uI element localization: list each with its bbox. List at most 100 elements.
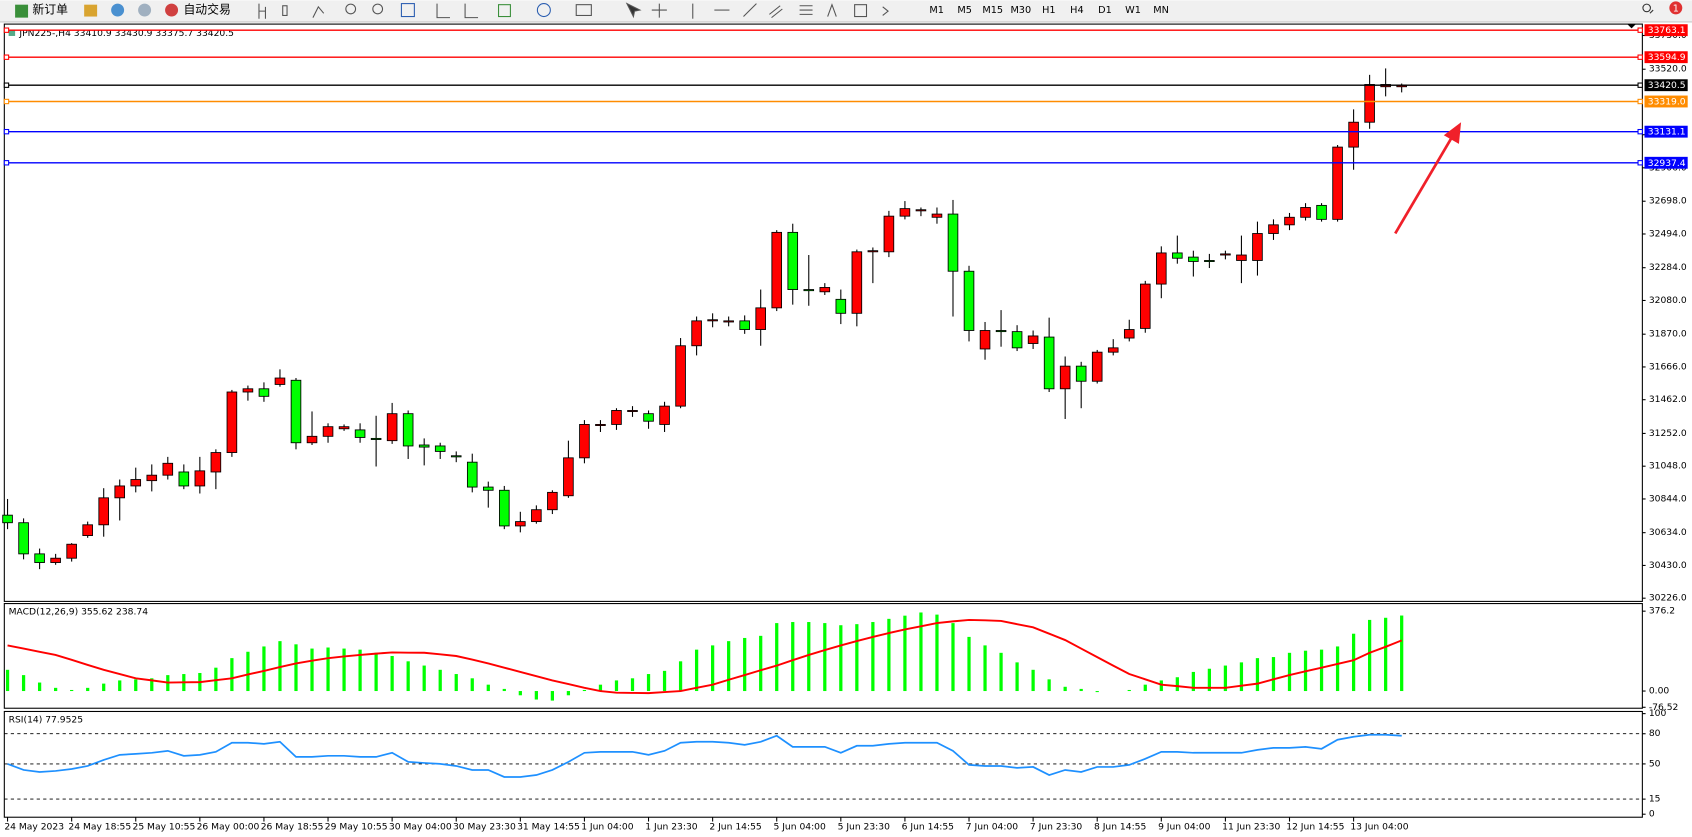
x-tick-label: 7 Jun 23:30 (1030, 821, 1083, 832)
auto-trading-button[interactable]: 自动交易 (165, 3, 231, 17)
timeframe-button[interactable]: M1 (929, 5, 944, 16)
autoscroll-tool[interactable] (436, 3, 450, 19)
chart-shift-marker (1627, 24, 1636, 29)
macd-bar (1207, 668, 1211, 692)
indicators-tool[interactable] (497, 4, 511, 18)
macd-bar (1384, 617, 1388, 692)
macd-bar (1031, 669, 1035, 692)
candle-body (995, 330, 1007, 333)
line-chart-tool[interactable] (312, 5, 325, 18)
macd-bar (486, 684, 490, 692)
candle-body (1252, 233, 1263, 261)
price-panel (3, 23, 1643, 602)
candle-body (242, 388, 254, 393)
fibo-tool[interactable] (799, 5, 813, 15)
x-tick-label: 1 Jun 23:30 (645, 821, 698, 832)
price-tag-label: 33763.1 (1648, 25, 1686, 36)
macd-bar (1255, 658, 1260, 692)
candle-body (1156, 252, 1167, 285)
macd-bar (919, 612, 923, 692)
macd-bar (134, 679, 138, 692)
candle-body (595, 424, 606, 426)
candle-body (18, 522, 29, 555)
candle-body (803, 289, 815, 292)
toolbar-icon[interactable] (84, 4, 98, 17)
price-tag (1644, 24, 1688, 37)
zoom-out-tool[interactable] (372, 3, 384, 15)
macd-bar (1239, 662, 1244, 692)
macd-bar (1079, 688, 1083, 692)
candle-body (274, 377, 286, 385)
macd-bar (566, 691, 571, 696)
timeframe-button[interactable]: MN (1153, 5, 1169, 16)
candle-body (114, 485, 126, 499)
search-icon[interactable] (1642, 3, 1651, 13)
candle-body (819, 287, 831, 293)
cursor-tool[interactable] (625, 2, 642, 19)
macd-bar (951, 623, 955, 692)
candle-body (1348, 121, 1359, 148)
macd-bar (1351, 633, 1356, 692)
macd-bar (438, 669, 442, 692)
search-icon[interactable] (1649, 9, 1654, 14)
timeframe-button[interactable]: M30 (1010, 5, 1031, 16)
candle-body (194, 470, 206, 487)
x-tick-label: 24 May 2023 (4, 821, 64, 832)
trendline-tool[interactable] (743, 3, 757, 17)
shift-tool[interactable] (464, 3, 479, 19)
timeframe-button[interactable]: D1 (1098, 5, 1112, 16)
candle-body (418, 444, 430, 448)
y-tick-label: 32698.0 (1649, 196, 1687, 207)
x-tick-label: 24 May 18:55 (68, 821, 131, 832)
candle-body (210, 452, 222, 473)
new-order-label: 新订单 (32, 3, 68, 17)
macd-bar (678, 661, 683, 692)
candle-body (1059, 365, 1071, 390)
channel-tool[interactable] (769, 5, 783, 19)
macd-bar (70, 689, 74, 692)
price-tag-label: 33420.5 (1648, 80, 1686, 91)
toolbar-icon[interactable] (111, 3, 125, 17)
y-tick-label: 33520.0 (1649, 64, 1687, 75)
price-tag (1644, 79, 1688, 92)
macd-bar (983, 645, 987, 692)
candle-body (1300, 207, 1311, 218)
x-tick-label: 30 May 04:00 (389, 821, 452, 832)
timeframe-button[interactable]: H1 (1042, 5, 1055, 16)
price-tag-label: 33319.0 (1648, 97, 1686, 108)
timeframe-button[interactable]: M15 (982, 5, 1003, 16)
candle-body (627, 410, 638, 412)
timeframe-button[interactable]: W1 (1125, 5, 1141, 16)
x-tick-label: 31 May 14:55 (517, 821, 580, 832)
auto-trading-icon (165, 3, 179, 17)
y-tick-label: -76.52 (1649, 702, 1679, 713)
bar-chart-tool[interactable] (258, 3, 266, 19)
macd-bar (342, 648, 346, 692)
text-tool[interactable] (827, 3, 837, 17)
arrows-tool[interactable] (882, 6, 889, 16)
crosshair-tool[interactable] (651, 3, 667, 18)
notification-badge[interactable] (1669, 1, 1683, 15)
candle-tool[interactable] (282, 5, 288, 17)
y-tick-label: 32494.0 (1649, 228, 1687, 239)
candle-body (2, 514, 13, 524)
timeframe-button[interactable]: M5 (957, 5, 972, 16)
macd-bar (614, 680, 619, 692)
periods-tool[interactable] (536, 3, 551, 18)
macd-bar (118, 680, 122, 692)
y-tick-label: 80 (1649, 728, 1661, 739)
label-tool[interactable] (854, 4, 868, 18)
price-tag-label: 32937.4 (1648, 158, 1686, 169)
templates-tool[interactable] (575, 4, 592, 17)
tile-tool[interactable] (400, 3, 415, 18)
zoom-in-tool[interactable] (345, 3, 357, 15)
candle-body (338, 426, 350, 430)
toolbar-icon[interactable] (138, 3, 152, 17)
y-tick-label: 32080.0 (1649, 295, 1687, 306)
timeframe-button[interactable]: H4 (1070, 5, 1083, 16)
candle-body (1043, 336, 1055, 390)
y-tick-label: 30226.0 (1649, 593, 1687, 604)
new-order-button[interactable]: 新订单 (15, 3, 68, 18)
x-tick-label: 12 Jun 14:55 (1286, 821, 1344, 832)
